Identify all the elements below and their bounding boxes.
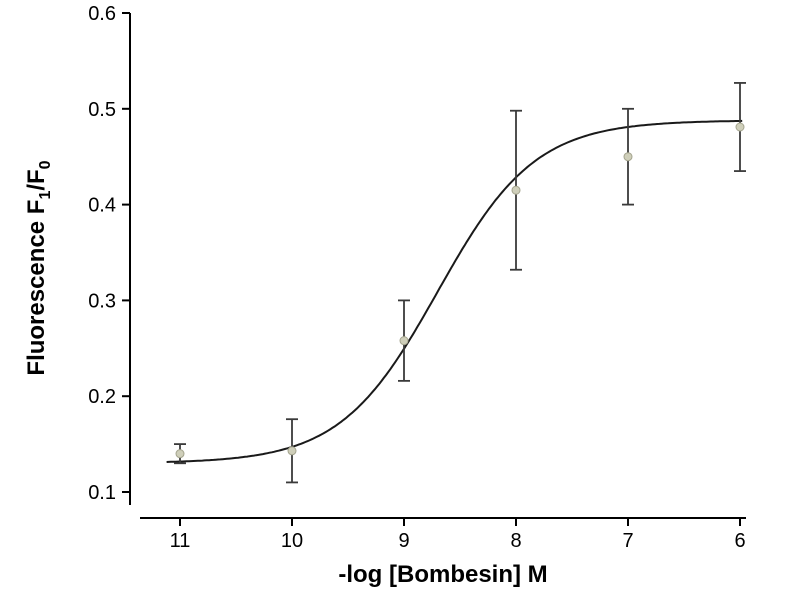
data-point-marker bbox=[623, 152, 633, 162]
y-tick-label: 0.2 bbox=[88, 386, 116, 408]
y-tick-label: 0.3 bbox=[88, 290, 116, 312]
x-tick-label: 9 bbox=[398, 530, 409, 552]
x-tick-label: 11 bbox=[170, 530, 191, 552]
data-point-marker bbox=[511, 185, 521, 195]
data-point-marker bbox=[399, 336, 409, 346]
x-tick-label: 6 bbox=[734, 530, 745, 552]
data-point-marker bbox=[735, 122, 745, 132]
y-tick-label: 0.1 bbox=[88, 482, 116, 504]
x-tick-label: 8 bbox=[510, 530, 521, 552]
y-tick-label: 0.5 bbox=[88, 99, 116, 121]
x-tick-label: 10 bbox=[281, 530, 303, 552]
y-tick-label: 0.6 bbox=[88, 3, 116, 25]
x-tick-label: 7 bbox=[622, 530, 633, 552]
x-axis-title: -log [Bombesin] M bbox=[338, 561, 547, 588]
fit-curve bbox=[166, 119, 743, 463]
y-axis-title: Fluorescence F1/F0 bbox=[23, 160, 54, 375]
y-tick-label: 0.4 bbox=[88, 195, 116, 217]
data-point-marker bbox=[287, 446, 297, 456]
data-point-marker bbox=[175, 449, 185, 459]
